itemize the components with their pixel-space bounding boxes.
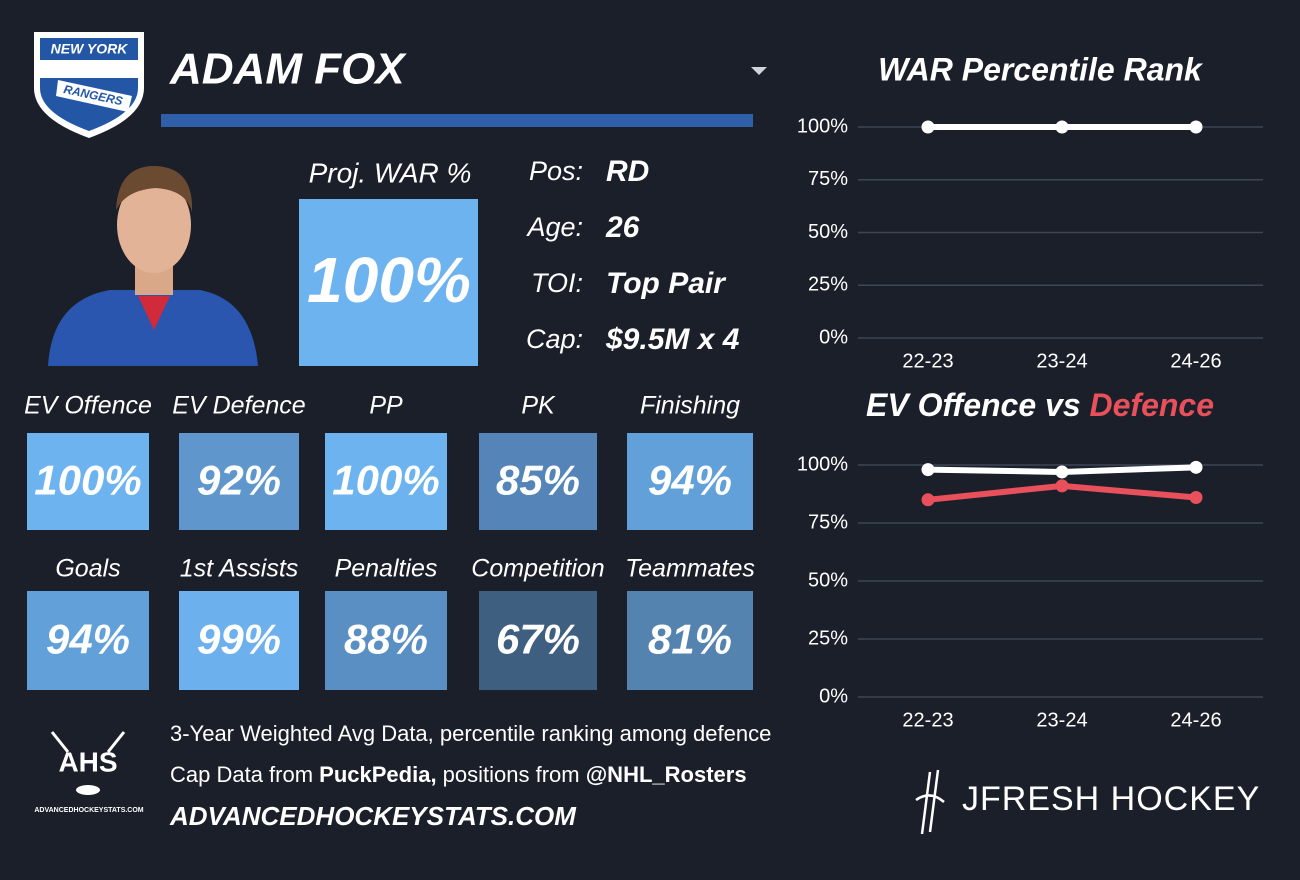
data-point: [921, 120, 935, 134]
y-tick-label: 0%: [819, 326, 848, 348]
tile: [27, 433, 149, 530]
y-tick-label: 100%: [797, 453, 848, 475]
footer-source: PuckPedia,: [319, 762, 436, 787]
y-tick-label: 75%: [808, 168, 848, 190]
brand-text: JFRESH HOCKEY: [962, 780, 1260, 818]
tile-value: 67%: [496, 616, 580, 663]
data-point: [921, 493, 935, 507]
tile: [627, 591, 753, 690]
tile: [179, 433, 299, 530]
tile: [179, 591, 299, 690]
tile-label: PK: [521, 392, 556, 420]
tile-label: Penalties: [335, 555, 438, 583]
footer-source: @NHL_Rosters: [586, 762, 747, 787]
chart-title: EV Offence vs Defence: [866, 387, 1214, 423]
tile-label: 1st Assists: [180, 555, 299, 583]
data-point: [1055, 120, 1069, 134]
bio-label: Age:: [525, 212, 583, 242]
data-point: [1189, 490, 1203, 504]
footer-site: ADVANCEDHOCKEYSTATS.COM: [169, 801, 577, 831]
tile-label: PP: [369, 392, 403, 420]
tile-value: 99%: [197, 616, 281, 663]
footer-credit: Cap Data from PuckPedia, positions from …: [170, 762, 747, 787]
footer-text: Cap Data from: [170, 762, 319, 787]
tile: [479, 433, 597, 530]
proj-war-tile: [299, 199, 478, 366]
tile: [325, 433, 447, 530]
data-point: [921, 463, 935, 477]
data-point: [1189, 120, 1203, 134]
footer-note: 3-Year Weighted Avg Data, percentile ran…: [170, 721, 771, 746]
data-point: [1055, 465, 1069, 479]
chart-title-highlight: Defence: [1090, 387, 1215, 423]
tile-value: 88%: [344, 616, 428, 663]
y-tick-label: 75%: [808, 511, 848, 533]
footer-text: positions from: [437, 762, 586, 787]
y-tick-label: 0%: [819, 685, 848, 707]
tile: [479, 591, 597, 690]
tile: [627, 433, 753, 530]
x-tick-label: 24-26: [1170, 709, 1221, 731]
x-tick-label: 24-26: [1170, 350, 1221, 372]
player-photo: [48, 165, 258, 366]
proj-war-label: Proj. WAR %: [309, 157, 472, 188]
chart-title: WAR Percentile Rank: [878, 51, 1204, 87]
ahs-url: ADVANCEDHOCKEYSTATS.COM: [34, 807, 143, 814]
player-name: ADAM FOX: [169, 45, 407, 94]
tile-value: 100%: [34, 457, 141, 504]
tile-value: 81%: [648, 616, 732, 663]
y-tick-label: 25%: [808, 627, 848, 649]
tile-value: 85%: [496, 457, 580, 504]
logo-text: NEW YORK: [51, 41, 129, 57]
bio-value: 26: [605, 211, 640, 244]
tile-label: Teammates: [625, 555, 755, 583]
ahs-logo: AHS ADVANCEDHOCKEYSTATS.COM: [34, 731, 144, 814]
tile: [325, 591, 447, 690]
tile-label: Goals: [55, 555, 120, 583]
ahs-logo-text: AHS: [58, 746, 117, 777]
y-tick-label: 50%: [808, 569, 848, 591]
y-tick-label: 25%: [808, 274, 848, 296]
tile: [27, 591, 149, 690]
bio-value: Top Pair: [606, 267, 727, 300]
tile-label: EV Defence: [172, 392, 305, 420]
y-tick-label: 100%: [797, 115, 848, 137]
proj-war-value: 100%: [307, 244, 471, 316]
tile-label: Finishing: [640, 392, 740, 420]
x-tick-label: 23-24: [1036, 709, 1087, 731]
brand-logo: JFRESH HOCKEY: [915, 769, 1260, 835]
x-tick-label: 22-23: [902, 350, 953, 372]
bio-label: Pos:: [529, 156, 583, 186]
bio-label: Cap:: [526, 324, 583, 354]
tile-value: 100%: [332, 457, 439, 504]
tile-value: 94%: [648, 457, 732, 504]
x-tick-label: 23-24: [1036, 350, 1087, 372]
y-tick-label: 50%: [808, 221, 848, 243]
chart-title-part: EV Offence vs: [866, 387, 1090, 423]
data-point: [1189, 460, 1203, 474]
tile-value: 94%: [46, 616, 130, 663]
bio-label: TOI:: [531, 268, 583, 298]
name-underline: [161, 114, 753, 127]
tile-value: 92%: [197, 457, 281, 504]
x-tick-label: 22-23: [902, 709, 953, 731]
team-logo: NEW YORK RANGERS: [34, 32, 144, 138]
bio-value: RD: [606, 155, 649, 188]
dropdown[interactable]: [751, 67, 767, 75]
bio-value: $9.5M x 4: [605, 323, 740, 356]
data-point: [1055, 479, 1069, 493]
tile-label: Competition: [471, 555, 604, 583]
tile-label: EV Offence: [24, 392, 152, 420]
